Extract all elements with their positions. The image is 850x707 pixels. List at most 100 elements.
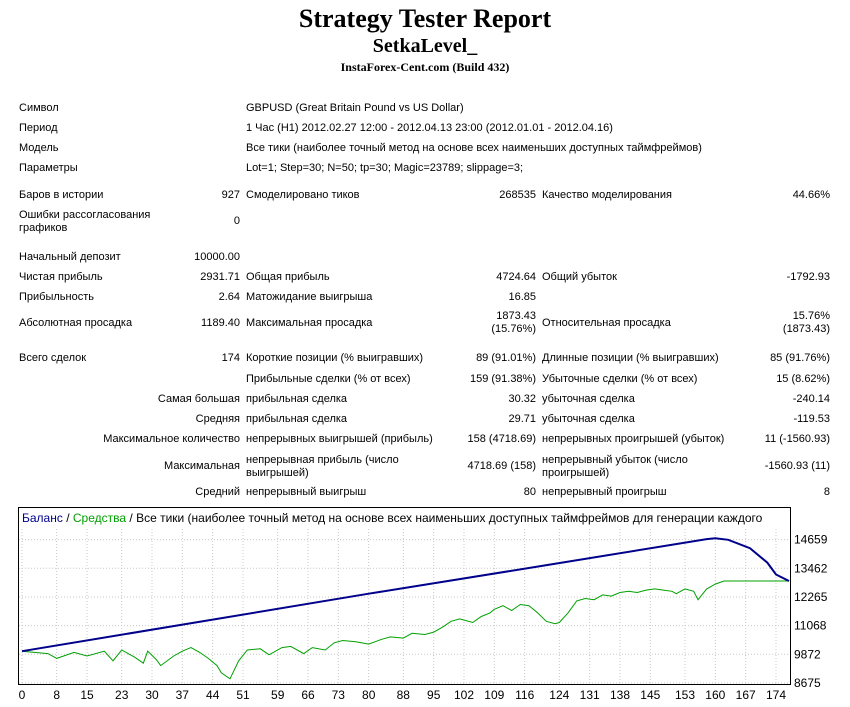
x-tick-label-1: 8 [53,688,60,702]
rel-drawdown-label: Относительная просадка [542,317,671,329]
model-label: Модель [19,142,59,154]
average-profit-label: прибыльная сделка [246,413,348,425]
x-tick-label-23: 167 [736,688,756,702]
x-tick-label-16: 116 [515,688,534,702]
params-label: Параметры [19,162,78,174]
short-positions-value: 89 (91.01%) [476,352,536,364]
legend-separator-1: / [63,511,73,525]
x-tick-label-21: 153 [675,688,695,702]
symbol-value: GBPUSD (Great Britain Pound vs US Dollar… [246,102,464,114]
largest-loss-value: -240.14 [792,393,830,405]
x-tick-label-9: 66 [301,688,315,702]
gross-profit-value: 4724.64 [496,271,536,283]
loss-trades-value: 15 (8.62%) [776,373,830,385]
y-tick-label-0: 14659 [794,533,828,547]
model-value: Все тики (наиболее точный метод на основ… [246,142,702,154]
ticks-label: Смоделировано тиков [246,189,360,201]
x-tick-label-15: 109 [484,688,504,702]
bars-label: Баров в истории [19,189,104,201]
avg-consecutive-label: Средний [195,486,240,498]
quality-value: 44.66% [792,189,830,201]
y-tick-label-2: 12265 [794,590,828,604]
max-count-label: Максимальное количество [103,433,240,445]
x-tick-label-0: 0 [19,688,26,702]
gross-loss-value: -1792.93 [786,271,830,283]
legend-balance: Баланс [22,511,63,525]
y-tick-label-3: 11068 [794,619,827,633]
gross-loss-label: Общий убыток [542,271,617,283]
net-profit-value: 2931.71 [200,271,240,283]
errors-value: 0 [233,215,240,227]
deposit-label: Начальный депозит [19,251,121,263]
x-tick-label-14: 102 [454,688,474,702]
chart-series [21,537,790,680]
ticks-value: 268535 [499,189,536,201]
deposit-value: 10000.00 [194,251,240,263]
gross-profit-label: Общая прибыль [246,271,330,283]
average-loss-label: убыточная сделка [542,413,635,425]
chart-grid [19,529,790,684]
total-trades-value: 174 [221,352,240,364]
y-axis: 14659 13462 12265 11068 9872 8675 [794,533,828,690]
largest-label: Самая большая [157,393,240,405]
y-tick-label-4: 9872 [794,647,821,661]
abs-drawdown-label: Абсолютная просадка [19,317,133,329]
chart-legend: Баланс / Средства / Все тики (наиболее т… [22,511,763,525]
x-tick-label-18: 131 [580,688,600,702]
rel-drawdown-value: 15.76% [792,310,830,322]
average-loss-value: -119.53 [793,413,831,425]
x-tick-label-19: 138 [610,688,630,702]
max-drawdown-percent: (15.76%) [491,323,536,335]
net-profit-label: Чистая прибыль [19,271,103,283]
x-tick-label-13: 95 [427,688,441,702]
expert-name: SetkaLevel_ [372,35,478,57]
x-tick-label-12: 88 [397,688,411,702]
chart-frame [18,507,791,685]
x-tick-label-6: 44 [206,688,220,702]
maximal-loss-label: непрерывный убыток (число проигрышей) [542,454,688,479]
x-tick-label-7: 51 [236,688,250,702]
x-tick-label-2: 15 [80,688,94,702]
avg-consecutive-wins-label: непрерывный выигрыш [246,486,367,498]
period-label: Период [19,122,58,134]
max-count-losses-label: непрерывных проигрышей (убыток) [542,433,725,445]
payoff-value: 16.85 [508,291,536,303]
x-tick-label-3: 23 [115,688,129,702]
legend-separator-2: / [126,511,136,525]
errors-label: Ошибки рассогласования графиков [19,209,151,234]
profit-trades-value: 159 (91.38%) [469,373,536,385]
params-value: Lot=1; Step=30; N=50; tp=30; Magic=23789… [246,162,524,174]
period-value: 1 Час (H1) 2012.02.27 12:00 - 2012.04.13… [246,122,613,134]
server-build: InstaForex-Cent.com (Build 432) [340,60,510,74]
largest-profit-label: прибыльная сделка [246,393,348,405]
rel-drawdown-amount: (1873.43) [782,323,830,335]
long-positions-value: 85 (91.76%) [770,352,830,364]
short-positions-label: Короткие позиции (% выигравших) [246,352,424,364]
x-tick-label-8: 59 [271,688,285,702]
total-trades-label: Всего сделок [19,352,87,364]
largest-loss-label: убыточная сделка [542,393,635,405]
balance-equity-chart: Баланс / Средства / Все тики (наиболее т… [18,507,828,702]
max-drawdown-label: Максимальная просадка [246,317,373,329]
y-tick-label-1: 13462 [794,561,828,575]
avg-consecutive-wins-value: 80 [523,486,536,498]
quality-label: Качество моделирования [542,189,672,201]
x-tick-label-10: 73 [332,688,346,702]
maximal-label: Максимальная [164,460,240,472]
abs-drawdown-value: 1189.40 [201,317,240,329]
maximal-profit-value: 4718.69 (158) [467,460,537,472]
x-axis: 0 8 15 23 30 37 44 51 59 66 73 80 88 95 102 109 116 124 13… [19,688,787,702]
y-tick-label-5: 8675 [794,676,821,690]
x-tick-label-5: 37 [176,688,190,702]
max-count-wins-label: непрерывных выигрышей (прибыль) [246,433,433,445]
profit-trades-label: Прибыльные сделки (% от всех) [246,373,411,385]
equity-line [21,580,789,680]
balance-line [21,537,790,653]
x-tick-label-17: 124 [549,688,569,702]
report-title: Strategy Tester Report [298,4,552,33]
legend-model: Все тики (наиболее точный метод на основ… [136,511,763,525]
x-tick-label-24: 174 [766,688,786,702]
legend-equity: Средства [73,511,126,525]
x-tick-label-22: 160 [705,688,725,702]
largest-profit-value: 30.32 [508,393,536,405]
